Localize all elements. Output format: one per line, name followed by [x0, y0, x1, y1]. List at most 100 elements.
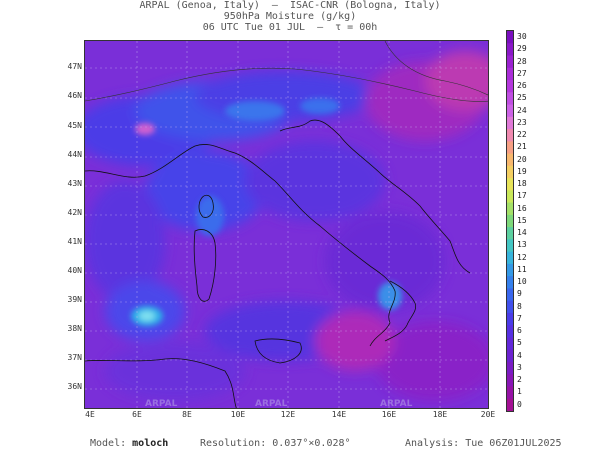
colorbar-swatch: [507, 31, 513, 44]
model-label: Model:: [90, 438, 127, 449]
colorbar-swatch: [507, 374, 513, 387]
colorbar-label: 18: [517, 179, 527, 189]
colorbar-label: 21: [517, 142, 527, 152]
colorbar-swatch: [507, 263, 513, 277]
colorbar-swatch: [507, 288, 513, 302]
lat-label: 38N: [67, 324, 82, 333]
colorbar-swatch: [507, 80, 513, 93]
colorbar-swatch: [507, 214, 513, 228]
colorbar-label: 30: [517, 32, 527, 41]
colorbar-label: 24: [517, 105, 527, 115]
lat-label: 42N: [67, 208, 82, 217]
resolution-value: 0.037°×0.028°: [272, 438, 351, 449]
lon-label: 20E: [480, 410, 496, 419]
lat-label: 40N: [67, 266, 82, 275]
header-variable: 950hPa Moisture (g/kg): [223, 11, 357, 22]
resolution-label: Resolution:: [200, 438, 267, 449]
lat-label: 37N: [67, 353, 82, 362]
model-value: moloch: [132, 438, 169, 449]
colorbar-label: 1: [517, 387, 522, 397]
colorbar-swatch: [507, 276, 513, 289]
colorbar-label: 17: [517, 191, 527, 201]
colorbar-label: 25: [517, 93, 527, 103]
lon-label: 10E: [230, 410, 246, 419]
lat-label: 46N: [67, 91, 82, 100]
colorbar-swatch: [507, 153, 513, 167]
colorbar-swatch: [507, 337, 513, 351]
colorbar-label: 8: [517, 301, 522, 311]
lat-label: 43N: [67, 179, 82, 188]
colorbar-swatch: [507, 361, 513, 375]
watermark: ARPAL: [145, 399, 178, 409]
lat-label: 47N: [67, 62, 82, 71]
header-time: 06 UTC Tue 01 JUL — τ = 00h: [202, 22, 378, 33]
colorbar-label: 28: [517, 56, 527, 66]
colorbar-label: 2: [517, 375, 522, 385]
analysis-value: Tue 06Z01JUL2025: [465, 438, 562, 449]
colorbar-swatch: [507, 386, 513, 400]
colorbar-swatch: [507, 325, 513, 338]
lat-label: 41N: [67, 237, 82, 246]
colorbar-label: 4: [517, 350, 522, 360]
colorbar-label: 23: [517, 117, 527, 127]
colorbar-label: 13: [517, 240, 527, 250]
colorbar-label: 16: [517, 203, 527, 213]
chart-header: ARPAL (Genoa, Italy) — ISAC-CNR (Bologna…: [0, 0, 580, 33]
colorbar-label: 26: [517, 81, 527, 91]
lat-label: 45N: [67, 121, 82, 130]
footer-analysis: Analysis: Tue 06Z01JUL2025: [405, 438, 562, 449]
lon-label: 12E: [280, 410, 296, 419]
watermark: ARPAL: [255, 399, 288, 409]
footer-model: Model: moloch: [90, 438, 168, 449]
colorbar-label: 27: [517, 68, 527, 78]
colorbar-label: 12: [517, 252, 527, 262]
colorbar-swatch: [507, 55, 513, 69]
colorbar-label: 15: [517, 215, 527, 225]
colorbar-label: 5: [517, 338, 522, 348]
lat-label: 36N: [67, 382, 82, 391]
colorbar-label: 20: [517, 154, 527, 164]
colorbar-label: 3: [517, 362, 522, 372]
colorbar-label: 6: [517, 326, 522, 336]
colorbar-swatch: [507, 104, 513, 118]
colorbar-swatch: [507, 129, 513, 142]
watermark: ARPAL: [380, 399, 413, 409]
colorbar-swatch: [507, 116, 513, 130]
analysis-label: Analysis:: [405, 438, 460, 449]
moisture-field: ARPAL ARPAL ARPAL: [85, 41, 488, 409]
lat-label: 44N: [67, 150, 82, 159]
colorbar-swatch: [507, 300, 513, 314]
colorbar-label: 10: [517, 277, 527, 287]
lon-label: 14E: [331, 410, 347, 419]
colorbar-swatch: [507, 141, 513, 155]
colorbar-swatch: [507, 178, 513, 191]
lon-label: 16E: [381, 410, 397, 419]
colorbar-swatch: [507, 190, 513, 204]
colorbar-swatch: [507, 349, 513, 363]
lat-label: 39N: [67, 295, 82, 304]
lon-label: 6E: [132, 410, 142, 419]
lon-label: 18E: [432, 410, 448, 419]
colorbar-label: 29: [517, 44, 527, 54]
colorbar-swatch: [507, 312, 513, 326]
colorbar-swatch: [507, 202, 513, 216]
colorbar-swatch: [507, 251, 513, 265]
colorbar-swatch: [507, 165, 513, 179]
colorbar-label: 7: [517, 313, 522, 323]
colorbar-label: 22: [517, 130, 527, 140]
header-credits: ARPAL (Genoa, Italy) — ISAC-CNR (Bologna…: [139, 0, 441, 11]
colorbar-swatch: [507, 227, 513, 240]
colorbar-label: 19: [517, 166, 527, 176]
lon-label: 4E: [85, 410, 95, 419]
colorbar-label: 0: [517, 399, 522, 409]
lon-label: 8E: [182, 410, 192, 419]
colorbar-label: 11: [517, 264, 527, 274]
colorbar-label: 14: [517, 228, 527, 238]
colorbar-swatch: [507, 92, 513, 106]
colorbar-label: 9: [517, 289, 522, 299]
colorbar-swatch: [507, 67, 513, 81]
colorbar-swatch: [507, 239, 513, 253]
colorbar: [506, 30, 514, 412]
footer-resolution: Resolution: 0.037°×0.028°: [200, 438, 351, 449]
colorbar-swatch: [507, 43, 513, 57]
